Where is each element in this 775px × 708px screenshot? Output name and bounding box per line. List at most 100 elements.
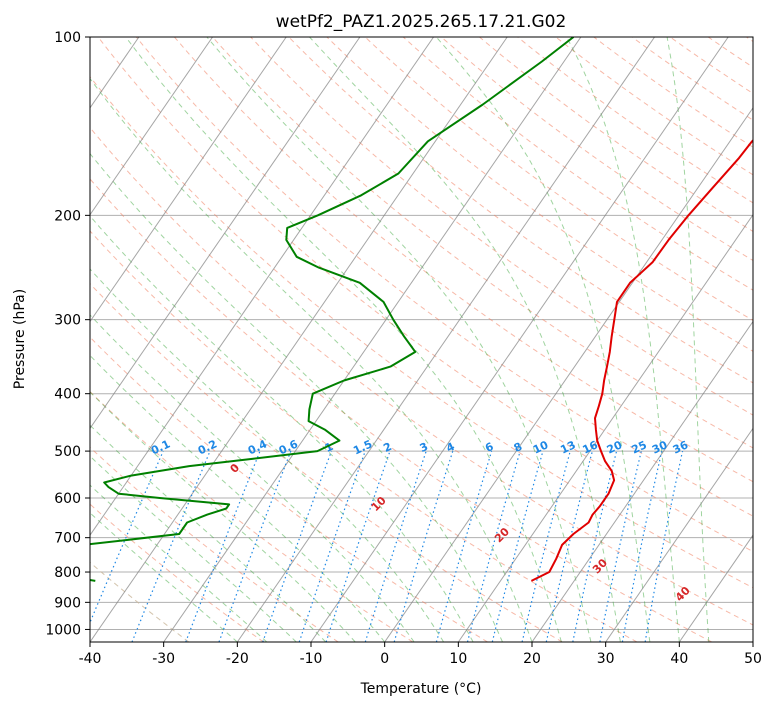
moist-adiabat [309,37,621,642]
dry-adiabat [90,446,339,642]
mixing-ratio-label: 4 [444,440,457,455]
isotherm [90,37,508,642]
plot-area: 0.10.20.40.611.52346810131620253036-100-… [0,37,753,642]
dry-adiabat [402,37,753,291]
mixing-ratio-label: 16 [581,438,601,456]
temperature-trace [530,139,753,582]
x-tick-label: -30 [152,651,175,667]
mixing-ratio-label: 20 [605,438,625,456]
dry-adiabat [90,126,753,626]
moist-adiabat [90,314,415,642]
mixing-ratio-line [644,450,684,642]
moist-adiabat-label: 40 [673,584,693,604]
x-tick-label: 10 [449,651,467,667]
dry-adiabat [669,37,753,95]
y-tick-label: 800 [54,565,81,581]
moist-adiabat [90,424,327,642]
x-tick-label: -40 [79,651,102,667]
dry-adiabat [90,230,638,642]
isotherm [236,37,655,642]
x-tick-label: 30 [597,651,615,667]
moist-adiabat [90,391,356,642]
mixing-ratio-line [364,450,427,642]
moist-adiabat [90,484,268,642]
dry-adiabat [364,37,753,321]
mixing-ratio-line [599,450,642,642]
mixing-ratio-line [218,450,292,642]
dry-adiabat [479,37,753,232]
mixing-ratio-label: 25 [630,438,649,456]
y-tick-label: 700 [54,531,81,547]
isotherm [457,213,753,642]
dry-adiabat [90,75,753,589]
mixing-ratio-label: 2 [381,440,393,455]
dry-adiabat [288,37,753,384]
dry-adiabat [746,37,753,43]
moist-adiabat [90,152,503,642]
moist-adiabat [125,37,562,642]
mixing-ratio-label: 13 [558,438,577,456]
dry-adiabat [90,390,414,642]
dry-adiabat [135,37,753,517]
x-tick-label: 40 [670,651,688,667]
mixing-ratio-label: 30 [650,438,670,456]
moist-adiabat [206,37,592,642]
isotherm [752,641,753,642]
dewpoint-trace [90,37,575,582]
dry-adiabat [90,336,488,642]
mixing-ratio-line [466,450,521,642]
isotherm [90,37,213,216]
y-tick-label: 900 [54,595,81,611]
mixing-ratio-line [621,450,663,642]
isotherm [90,37,287,323]
moist-adiabat-label: 0 [228,461,243,476]
dry-adiabat-label: -10 [63,421,86,444]
y-tick-label: 100 [54,30,81,46]
x-tick-label: 20 [523,651,541,667]
dry-adiabat [90,561,190,642]
moist-adiabat-label: 10 [369,494,389,514]
isotherm [90,37,434,537]
y-tick-label: 600 [54,491,81,507]
isotherm [90,37,361,430]
y-tick-label: 500 [54,444,81,460]
moist-adiabat-label: 20 [492,525,512,545]
mixing-ratio-label: 1.5 [351,437,374,457]
mixing-ratio-line [131,450,211,642]
mixing-ratio-line [393,450,454,642]
x-tick-label: -20 [226,651,249,667]
dry-adiabat [90,178,712,642]
moist-adiabat [435,37,651,642]
moist-adiabat [666,37,710,642]
moist-adiabat [90,512,238,642]
moist-adiabat [566,37,680,642]
mixing-ratio-label: 10 [531,438,551,456]
mixing-ratio-line [185,450,261,642]
mixing-ratio-label: 0.1 [149,437,172,457]
moist-adiabat [90,77,533,642]
dry-adiabat [250,37,753,416]
dry-adiabat [326,37,753,352]
y-tick-label: 1000 [45,622,81,638]
y-tick-label: 300 [54,313,81,329]
mixing-ratio-label: 36 [671,438,691,456]
mixing-ratio-label: 0.2 [196,437,219,457]
isotherm [163,37,582,642]
mixing-ratio-label: 6 [483,440,496,455]
mixing-ratio-label: 0.4 [246,437,269,457]
axes: -40 -30 -20 -10 0 10 20 30 40 5010009008007006005… [45,30,762,667]
isotherm [605,427,753,642]
dry-adiabat [97,37,753,553]
mixing-ratio-line [325,450,391,642]
dry-adiabat [212,37,753,449]
y-tick-label: 200 [54,208,81,224]
moist-adiabat [90,215,474,642]
isotherm [531,320,753,642]
plot-frame [89,36,754,643]
isotherm [0,37,65,642]
isotherm [310,37,729,642]
moist-adiabat [90,268,445,642]
chart-title: wetPf2_PAZ1.2025.265.17.21.G02 [276,12,567,32]
dry-adiabat [440,37,753,262]
